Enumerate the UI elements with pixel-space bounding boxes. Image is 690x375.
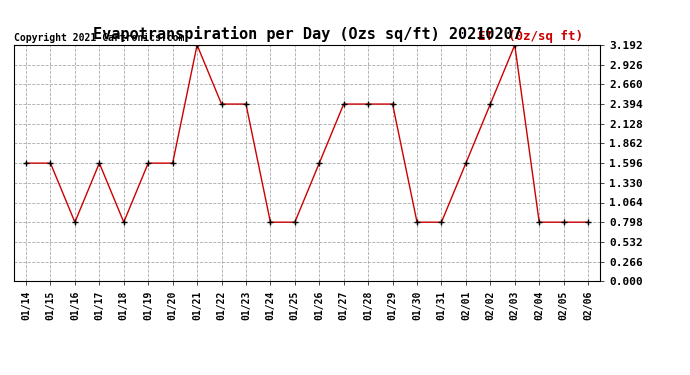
- ET  (0z/sq ft): [144, 161, 152, 165]
- Title: Evapotranspiration per Day (Ozs sq/ft) 20210207: Evapotranspiration per Day (Ozs sq/ft) 2…: [92, 27, 522, 42]
- ET  (0z/sq ft): [46, 161, 55, 165]
- ET  (0z/sq ft): [437, 220, 446, 224]
- ET  (0z/sq ft): [71, 220, 79, 224]
- ET  (0z/sq ft): [462, 161, 470, 165]
- ET  (0z/sq ft): [413, 220, 421, 224]
- ET  (0z/sq ft): [119, 220, 128, 224]
- ET  (0z/sq ft): [560, 220, 568, 224]
- ET  (0z/sq ft): [388, 102, 397, 106]
- ET  (0z/sq ft): [22, 161, 30, 165]
- ET  (0z/sq ft): [193, 43, 201, 47]
- ET  (0z/sq ft): [290, 220, 299, 224]
- ET  (0z/sq ft): [339, 102, 348, 106]
- Text: ET  (0z/sq ft): ET (0z/sq ft): [477, 30, 582, 43]
- ET  (0z/sq ft): [217, 102, 226, 106]
- ET  (0z/sq ft): [266, 220, 275, 224]
- ET  (0z/sq ft): [315, 161, 324, 165]
- ET  (0z/sq ft): [95, 161, 104, 165]
- ET  (0z/sq ft): [535, 220, 543, 224]
- ET  (0z/sq ft): [364, 102, 373, 106]
- ET  (0z/sq ft): [511, 43, 519, 47]
- Line: ET  (0z/sq ft): ET (0z/sq ft): [23, 42, 591, 226]
- ET  (0z/sq ft): [584, 220, 592, 224]
- Text: Copyright 2021 Cartronics.com: Copyright 2021 Cartronics.com: [14, 33, 184, 43]
- ET  (0z/sq ft): [486, 102, 495, 106]
- ET  (0z/sq ft): [241, 102, 250, 106]
- ET  (0z/sq ft): [168, 161, 177, 165]
